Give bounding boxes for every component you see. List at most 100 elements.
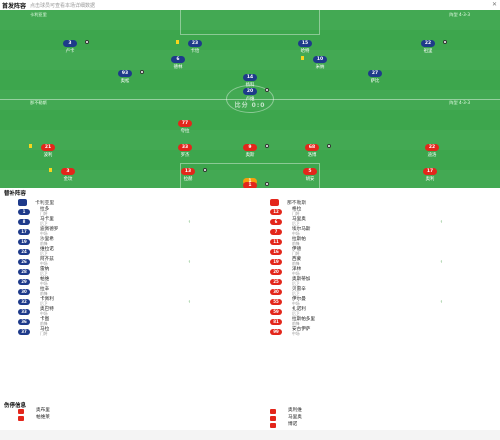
player-marker[interactable]: 14 扬科 bbox=[220, 74, 280, 88]
sub-info: 卡佩利 后卫 bbox=[40, 296, 54, 307]
score-label: 比分 0:0 bbox=[234, 102, 266, 109]
player-name: 波利 bbox=[43, 153, 53, 158]
sub-row[interactable]: 37 马拉 门将 bbox=[18, 327, 238, 337]
sub-row[interactable]: 55 伊尔曼 中场 ↑ bbox=[270, 297, 490, 307]
close-icon[interactable]: ✕ bbox=[491, 1, 497, 8]
jersey-number: 13 bbox=[181, 168, 207, 175]
jersey-number: 93 bbox=[118, 70, 144, 77]
sub-in-icon: ↑ bbox=[188, 260, 191, 264]
jersey-number-text: 17 bbox=[426, 169, 434, 174]
injury-row[interactable]: 奥利维 bbox=[270, 408, 490, 415]
player-marker[interactable]: 33 罗杰 bbox=[155, 144, 215, 158]
sub-number: 36 bbox=[18, 319, 30, 325]
sub-row[interactable]: 26 阿齐兹 中场 ↑ bbox=[18, 257, 238, 267]
player-marker[interactable]: 27 萨比 bbox=[345, 70, 405, 84]
player-marker[interactable]: 22 迪洛 bbox=[402, 144, 462, 158]
jersey-number-text: 1 bbox=[248, 179, 251, 184]
sub-row[interactable]: 25 奥斯蒂加 后卫 bbox=[270, 277, 490, 287]
sub-position: 前锋 bbox=[40, 291, 48, 297]
sub-position: 中场 bbox=[40, 281, 48, 287]
player-marker[interactable]: 1梅雷 bbox=[220, 182, 280, 188]
sub-name: 泽林 bbox=[292, 266, 302, 272]
sub-row[interactable]: 59 扎诺利 后卫 bbox=[270, 307, 490, 317]
sub-row[interactable]: 16 伊德 门将 bbox=[270, 247, 490, 257]
sub-row[interactable]: 11 拉斯帕 前锋 bbox=[270, 237, 490, 247]
sub-number: 59 bbox=[270, 309, 282, 315]
sub-info: 西蒙 前锋 bbox=[292, 257, 301, 267]
sub-row[interactable]: 8 马卡里 后卫 ↑ bbox=[18, 217, 238, 227]
jersey-number-text: 15 bbox=[301, 41, 309, 46]
page-title: 首发阵容 bbox=[2, 2, 27, 10]
sub-number: 7 bbox=[270, 229, 282, 235]
sub-row[interactable]: 30 拉辛 前锋 bbox=[18, 287, 238, 297]
sub-row[interactable]: 81 拉斯帕多里 前锋 bbox=[270, 317, 490, 327]
injury-row[interactable]: 帕维莱 bbox=[18, 415, 238, 422]
sub-row[interactable]: 33 奥巴特 中场 bbox=[18, 307, 238, 317]
jersey-number: 1 bbox=[243, 182, 269, 188]
jersey-number: 1 bbox=[243, 178, 257, 185]
player-marker[interactable]: 21 波利 bbox=[18, 144, 78, 158]
sub-row[interactable]: 99 安古伊萨 中场 bbox=[270, 327, 490, 337]
goal-icon bbox=[265, 181, 269, 188]
player-marker[interactable]: 13 拉赫 bbox=[158, 168, 218, 182]
player-marker[interactable]: 23 卡恰 bbox=[165, 40, 225, 54]
jersey-number-text: 77 bbox=[181, 121, 189, 126]
sub-row[interactable]: 20 泽林 中场 bbox=[270, 267, 490, 277]
player-marker[interactable]: 93 奥松 bbox=[95, 70, 155, 84]
player-name: 迪洛 bbox=[427, 153, 437, 158]
sub-number: 30 bbox=[18, 289, 30, 295]
sub-number: 19 bbox=[18, 239, 30, 245]
sub-row[interactable]: 28 雷纳 后卫 bbox=[18, 267, 238, 277]
sub-in-icon: ↑ bbox=[188, 220, 191, 224]
jersey-number: 20 bbox=[243, 88, 269, 95]
sub-row[interactable]: 36 卡图 前锋 bbox=[18, 317, 238, 327]
player-marker[interactable]: 17 奥利 bbox=[400, 168, 460, 182]
injury-row[interactable]: 博诺 bbox=[270, 422, 490, 429]
jersey-number-text: 33 bbox=[181, 145, 189, 150]
sub-info: 奥巴特 中场 bbox=[40, 307, 54, 317]
sub-row[interactable]: 24 维拉诺 后卫 bbox=[18, 247, 238, 257]
sub-row[interactable]: 32 卡佩利 后卫 ↑ bbox=[18, 297, 238, 307]
player-marker[interactable]: 68 洛博 bbox=[282, 144, 342, 158]
player-marker[interactable]: 9 奥斯 bbox=[220, 144, 280, 158]
sub-name: 马里奥 bbox=[292, 216, 306, 222]
sub-name: 伊尔曼 bbox=[292, 296, 306, 302]
jersey-number: 5 bbox=[303, 168, 317, 175]
sub-name: 拉斯帕 bbox=[292, 236, 306, 242]
sub-row[interactable]: 7 埃尔马斯 中场 bbox=[270, 227, 490, 237]
sub-info: 帕维 中场 bbox=[40, 277, 49, 287]
player-marker[interactable]: 77 夸拉 bbox=[155, 120, 215, 134]
player-marker[interactable]: 22 祖里 bbox=[398, 40, 458, 54]
sub-row[interactable]: 30 贝雷辛 后卫 bbox=[270, 287, 490, 297]
sub-name: 拉斯帕多里 bbox=[292, 316, 315, 322]
player-marker[interactable]: 10 米纳 bbox=[290, 56, 350, 70]
sub-number: 17 bbox=[18, 229, 30, 235]
sub-info: 拉斯帕 前锋 bbox=[292, 236, 306, 247]
player-marker[interactable]: 5 胡安 bbox=[280, 168, 340, 182]
sub-row[interactable]: 19 沙里希 前锋 bbox=[18, 237, 238, 247]
player-name: 金玟 bbox=[63, 177, 73, 182]
sub-row[interactable]: 1 拉多 门将 bbox=[18, 207, 238, 217]
sub-row[interactable]: 6 马里奥 后卫 ↑ bbox=[270, 217, 490, 227]
player-marker[interactable]: 20 卢维 bbox=[220, 88, 280, 102]
player-marker[interactable]: 3 金玟 bbox=[38, 168, 98, 182]
sub-number: 99 bbox=[270, 329, 282, 335]
player-marker[interactable]: 6 德林 bbox=[148, 56, 208, 70]
sub-name: 伊德 bbox=[292, 246, 302, 252]
injury-row[interactable]: 马里奥 bbox=[270, 415, 490, 422]
sub-row[interactable]: 29 帕维 中场 bbox=[18, 277, 238, 287]
injury-info: 奥布里 bbox=[36, 408, 50, 414]
sub-info: 维拉诺 后卫 bbox=[40, 247, 54, 257]
sub-row[interactable]: 17 迪佩德罗 中场 bbox=[18, 227, 238, 237]
sub-row[interactable]: 12 格拉 门将 bbox=[270, 207, 490, 217]
jersey-number-text: 3 bbox=[66, 169, 70, 174]
sub-name: 卡佩利 bbox=[40, 296, 54, 302]
player-name: 祖里 bbox=[423, 49, 433, 54]
player-marker[interactable]: 15 哈特 bbox=[275, 40, 335, 54]
sub-position: 门将 bbox=[292, 211, 300, 217]
sub-number: 29 bbox=[18, 279, 30, 285]
injury-name: 马里奥 bbox=[288, 415, 302, 421]
player-marker[interactable]: 3 卢卡 bbox=[40, 40, 100, 54]
sub-row[interactable]: 19 西蒙 前锋 ↑ bbox=[270, 257, 490, 267]
injury-row[interactable]: 奥布里 bbox=[18, 408, 238, 415]
